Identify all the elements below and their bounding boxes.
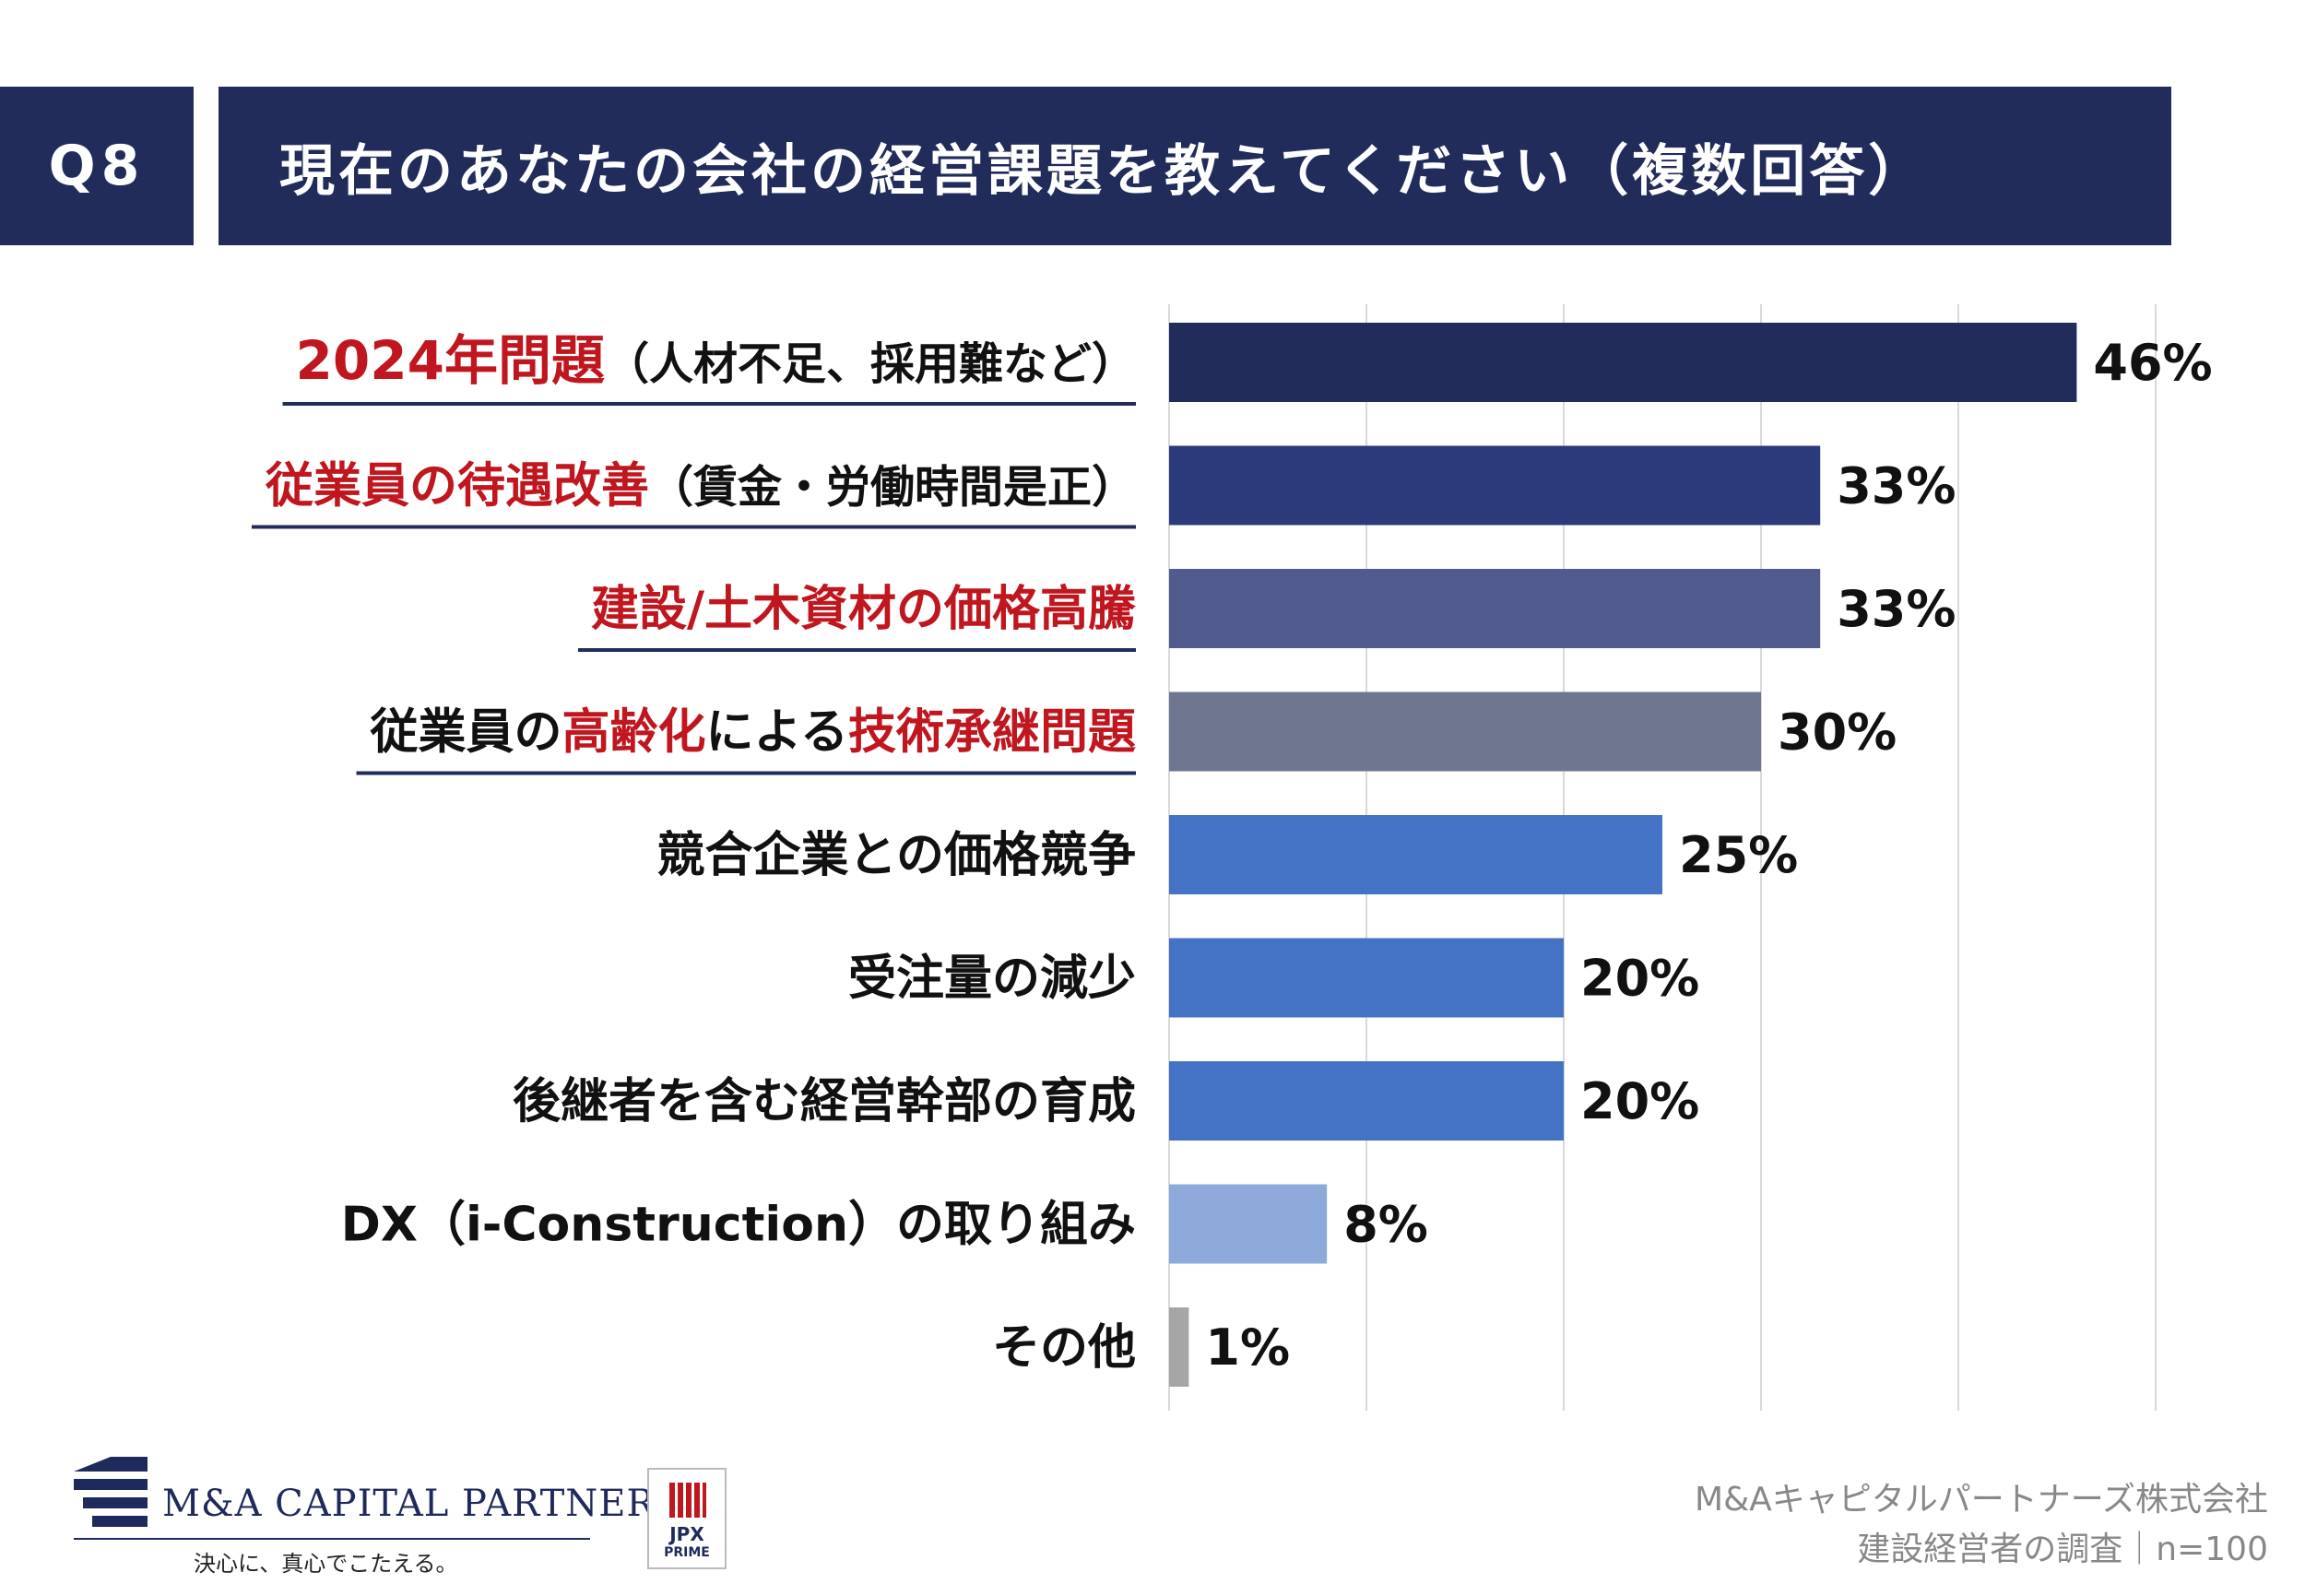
company-logo: M&A CAPITAL PARTNERS 決心に、真心でこたえる。: [74, 1455, 680, 1584]
category-label-segment: （賃金・労働時間是正）: [649, 462, 1136, 514]
category-label: 競合企業との価格競争: [657, 828, 1136, 883]
category-label: 受注量の減少: [848, 952, 1136, 1007]
category-label-segment: 後継者を含む経営幹部の育成: [513, 1074, 1136, 1129]
company-tagline: 決心に、真心でこたえる。: [194, 1551, 458, 1577]
bar: [1169, 445, 1821, 526]
category-label-segment: 受注量の減少: [848, 952, 1136, 1007]
bar: [1169, 815, 1662, 894]
chart-bars: [1169, 323, 2077, 1387]
category-label-segment: 競合企業との価格競争: [657, 828, 1136, 883]
value-label: 8%: [1343, 1196, 1428, 1254]
category-label-segment: 技術承継問題: [848, 705, 1136, 761]
company-logo-name: M&A CAPITAL PARTNERS: [162, 1483, 681, 1525]
company-logo-icon: [74, 1457, 148, 1527]
category-label-segment: 従業員の待遇改善: [265, 459, 649, 514]
bar: [1169, 1061, 1564, 1141]
jpx-sub-label: PRIME: [664, 1545, 710, 1560]
footer-survey-info: 建設経営者の調査｜n=100: [1857, 1531, 2268, 1568]
logo-divider: [74, 1538, 590, 1540]
category-label-segment: （人材不足、採用難など）: [605, 338, 1136, 390]
value-label: 20%: [1580, 950, 1699, 1008]
category-label-segment: DX（i-Construction）の取り組み: [341, 1198, 1136, 1253]
question-title: 現在のあなたの会社の経営課題を教えてください（複数回答）: [219, 87, 2171, 245]
category-label-segment: 建設/土木資材の価格高騰: [591, 582, 1136, 637]
value-labels: 46% 33% 33% 30% 25% 20% 20% 8% 1%: [1205, 334, 2212, 1377]
category-label-segment: その他: [992, 1320, 1136, 1376]
category-label: 従業員の高齢化による技術承継問題: [370, 705, 1137, 761]
category-label-segment: 従業員の: [370, 705, 562, 761]
bar: [1169, 1307, 1189, 1387]
footer-company: M&Aキャピタルパートナーズ株式会社: [1695, 1481, 2268, 1519]
question-number: Q8: [0, 87, 194, 245]
bar: [1169, 938, 1564, 1018]
jpx-prime-mark: JPX PRIME: [647, 1468, 727, 1569]
bar: [1169, 1184, 1328, 1264]
value-label: 46%: [2093, 334, 2212, 392]
value-label: 1%: [1205, 1318, 1290, 1377]
category-label-segment: 高齢化: [562, 705, 706, 761]
value-label: 33%: [1837, 457, 1956, 515]
category-label-segment: による: [706, 705, 848, 761]
category-labels: 2024年問題（人材不足、採用難など） 従業員の待遇改善（賃金・労働時間是正） 建設…: [265, 329, 1136, 1376]
category-label: 後継者を含む経営幹部の育成: [513, 1074, 1136, 1129]
category-label: 2024年問題（人材不足、採用難など）: [296, 329, 1136, 392]
category-label: 建設/土木資材の価格高騰: [591, 582, 1136, 637]
category-label: その他: [992, 1320, 1136, 1376]
bar: [1169, 323, 2077, 402]
category-label: DX（i-Construction）の取り組み: [341, 1198, 1136, 1253]
label-underlines: [251, 402, 1136, 775]
jpx-label: JPX: [669, 1523, 704, 1545]
value-label: 33%: [1837, 580, 1956, 638]
value-label: 30%: [1778, 703, 1897, 762]
bar: [1169, 692, 1761, 772]
value-label: 25%: [1679, 826, 1798, 884]
jpx-bars-icon: [669, 1483, 706, 1518]
bar: [1169, 569, 1821, 648]
category-label-segment: 2024年問題: [296, 329, 605, 392]
value-label: 20%: [1580, 1072, 1699, 1130]
category-label: 従業員の待遇改善（賃金・労働時間是正）: [265, 459, 1136, 514]
footer-credit: M&Aキャピタルパートナーズ株式会社 建設経営者の調査｜n=100: [1695, 1475, 2268, 1575]
